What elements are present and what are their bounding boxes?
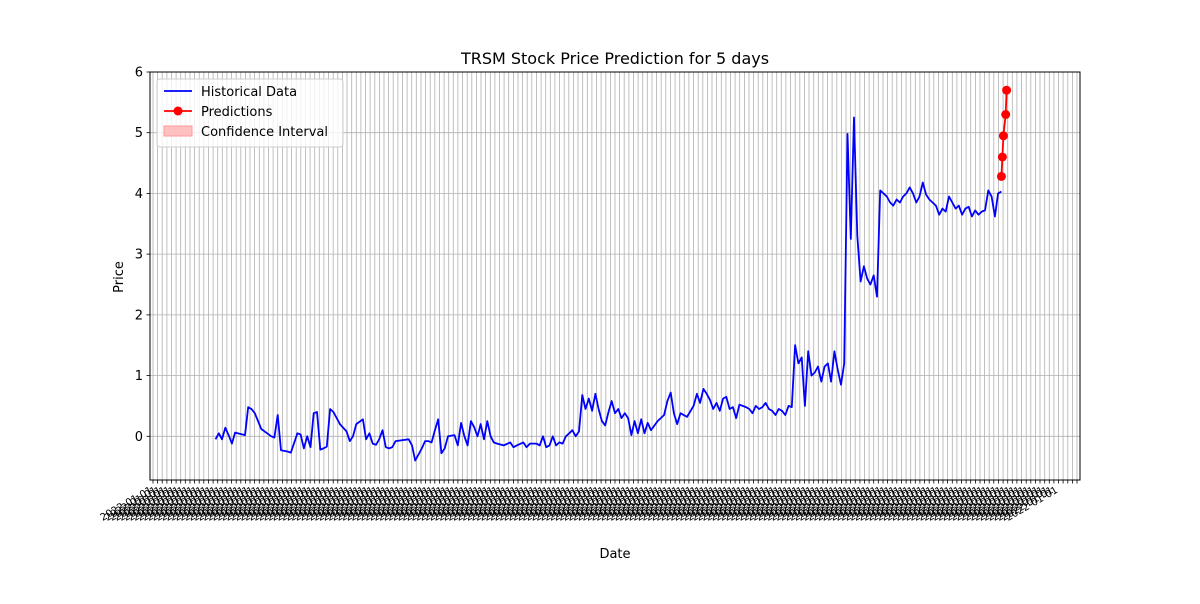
x-axis-label: Date: [599, 547, 630, 562]
legend-predictions-marker: [173, 106, 183, 116]
y-tick-label: 4: [135, 187, 143, 202]
y-axis-label: Price: [112, 261, 127, 293]
legend-box: [156, 78, 344, 148]
y-axis: 0 1 2 3 4 5 6: [135, 66, 150, 445]
prediction-point: [1001, 110, 1011, 119]
legend-predictions-label: Predictions: [201, 105, 273, 120]
series-layer: [214, 85, 1012, 462]
legend: Historical Data Predictions Confidence I…: [156, 78, 344, 148]
legend-historical-label: Historical Data: [201, 85, 297, 100]
prediction-point: [997, 152, 1007, 162]
historical-data-line: [214, 116, 1002, 462]
prediction-point: [1002, 85, 1012, 95]
legend-confidence-patch: [163, 125, 193, 137]
prediction-point: [996, 171, 1006, 181]
prediction-point: [998, 131, 1008, 141]
legend-confidence-label: Confidence Interval: [201, 125, 328, 140]
y-tick-label: 0: [135, 430, 143, 445]
y-tick-label: 3: [135, 248, 143, 263]
y-tick-label: 1: [135, 369, 143, 384]
chart-title: TRSM Stock Price Prediction for 5 days: [460, 49, 769, 68]
y-tick-label: 2: [135, 308, 143, 323]
y-tick-label: 5: [135, 126, 143, 141]
y-tick-label: 6: [135, 66, 143, 81]
x-axis: 2022-01-012022-01-012022-01-012022-01-01…: [99, 480, 1078, 524]
